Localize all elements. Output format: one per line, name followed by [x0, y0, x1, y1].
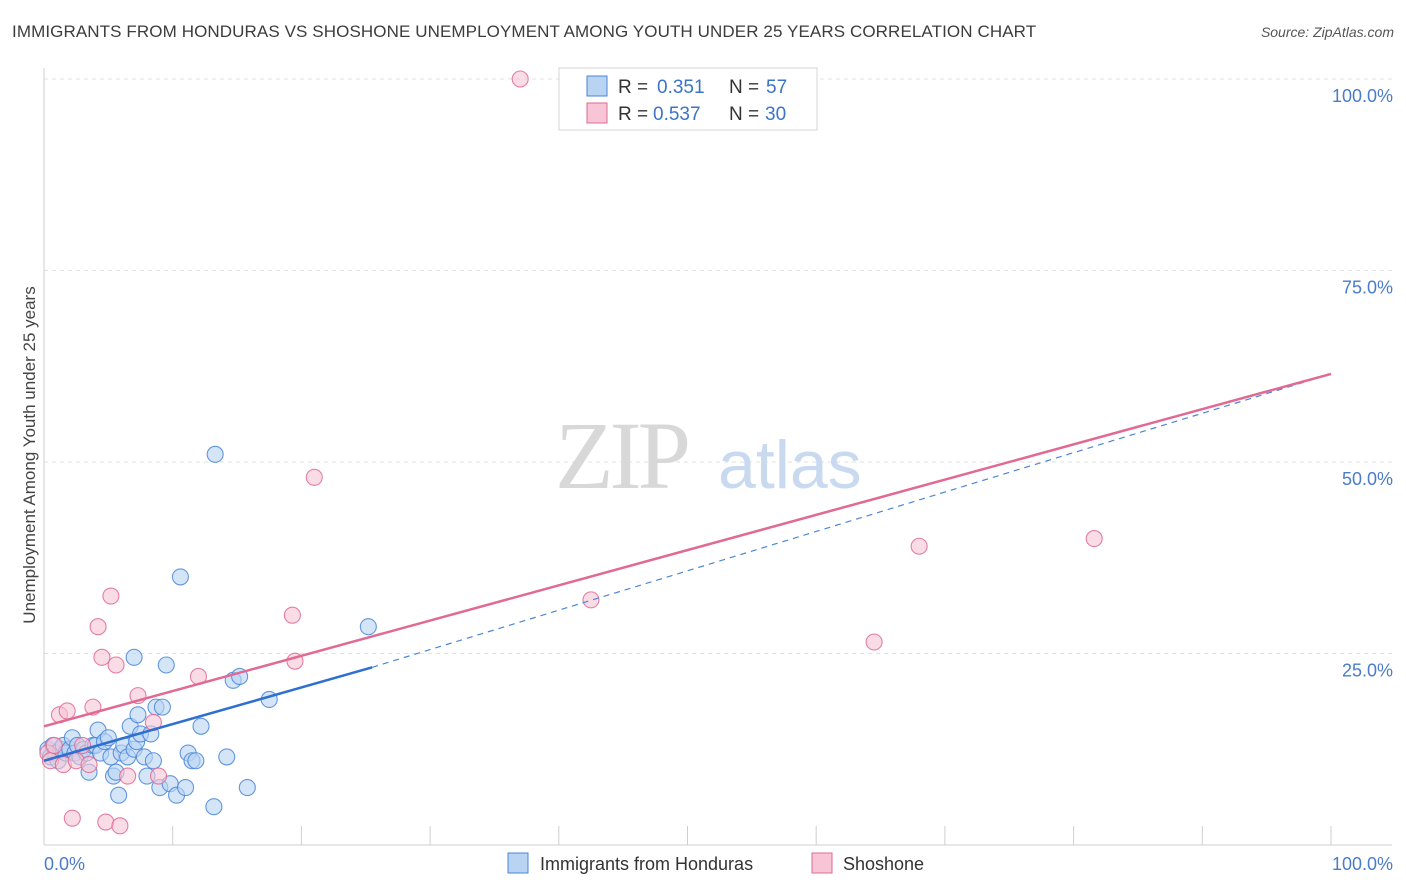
shoshone-point: [102, 587, 120, 605]
legend-n-value-1: 57: [766, 77, 787, 98]
shoshone-point: [149, 767, 168, 785]
shoshone-point: [1085, 530, 1103, 548]
bottom-legend-swatch-shoshone: [811, 852, 833, 874]
legend-r-label-2: R =: [618, 104, 648, 125]
honduras-point: [205, 798, 223, 816]
honduras-trend-extension: [372, 373, 1332, 668]
shoshone-point: [111, 817, 129, 835]
honduras-point: [177, 778, 195, 797]
chart-title: IMMIGRANTS FROM HONDURAS VS SHOSHONE UNE…: [12, 22, 1037, 41]
correlation-legend: R = 0.351 N = 57 R = 0.537 N = 30: [558, 67, 818, 131]
tick-labels: 25.0% 50.0% 75.0% 100.0% 0.0% 100.0%: [44, 86, 1393, 874]
shoshone-point: [865, 633, 883, 651]
honduras-point: [125, 648, 143, 666]
y-tick-label: 25.0%: [1342, 661, 1393, 681]
shoshone-point: [45, 736, 63, 754]
shoshone-point: [119, 767, 137, 785]
bottom-legend-label-shoshone: Shoshone: [843, 854, 924, 874]
honduras-point: [110, 786, 128, 804]
shoshone-point: [511, 70, 529, 88]
y-tick-label: 75.0%: [1342, 278, 1393, 298]
honduras-point: [187, 752, 205, 770]
honduras-trend-line: [43, 666, 373, 762]
shoshone-trend-line: [43, 372, 1332, 728]
watermark-atlas: atlas: [718, 427, 862, 503]
shoshone-point: [89, 618, 107, 636]
shoshone-point: [107, 656, 125, 674]
x-tick-label: 0.0%: [44, 854, 85, 874]
shoshone-point: [93, 648, 111, 666]
honduras-point: [144, 752, 162, 770]
data-points: [39, 70, 1103, 835]
trend-lines: [43, 372, 1332, 762]
legend-n-label-2: N =: [729, 104, 759, 125]
bottom-legend-label-honduras: Immigrants from Honduras: [540, 854, 753, 874]
legend-n-label-1: N =: [729, 77, 759, 98]
honduras-point: [153, 698, 171, 716]
watermark-zip: ZIP: [555, 402, 688, 509]
shoshone-point: [97, 813, 115, 831]
legend-r-label-1: R =: [618, 77, 648, 98]
shoshone-point: [305, 468, 323, 486]
honduras-point: [359, 618, 377, 636]
legend-n-value-2: 30: [765, 104, 786, 125]
shoshone-point: [582, 591, 600, 609]
legend-r-value-2: 0.537: [653, 104, 701, 125]
honduras-point: [238, 778, 256, 797]
honduras-point: [157, 656, 175, 674]
series-legend: Immigrants from Honduras Shoshone: [507, 852, 924, 874]
honduras-point: [206, 445, 224, 463]
honduras-point: [192, 717, 210, 735]
y-tick-label: 50.0%: [1342, 469, 1393, 489]
gridlines: [44, 78, 1392, 654]
shoshone-point: [58, 702, 76, 720]
shoshone-point: [910, 537, 928, 555]
honduras-point: [171, 568, 189, 586]
x-tick-label: 100.0%: [1332, 854, 1393, 874]
legend-swatch-shoshone: [586, 102, 608, 124]
source-credit: Source: ZipAtlas.com: [1260, 24, 1394, 40]
honduras-point: [129, 706, 147, 724]
shoshone-point: [283, 606, 301, 624]
legend-swatch-honduras: [586, 75, 608, 97]
axes: [43, 68, 1392, 846]
y-tick-label: 100.0%: [1332, 86, 1393, 106]
bottom-legend-swatch-honduras: [507, 852, 529, 874]
honduras-point: [218, 748, 236, 766]
legend-r-value-1: 0.351: [657, 77, 705, 98]
shoshone-point: [63, 809, 81, 827]
shoshone-point: [80, 756, 98, 774]
y-axis-label: Unemployment Among Youth under 25 years: [20, 286, 39, 623]
